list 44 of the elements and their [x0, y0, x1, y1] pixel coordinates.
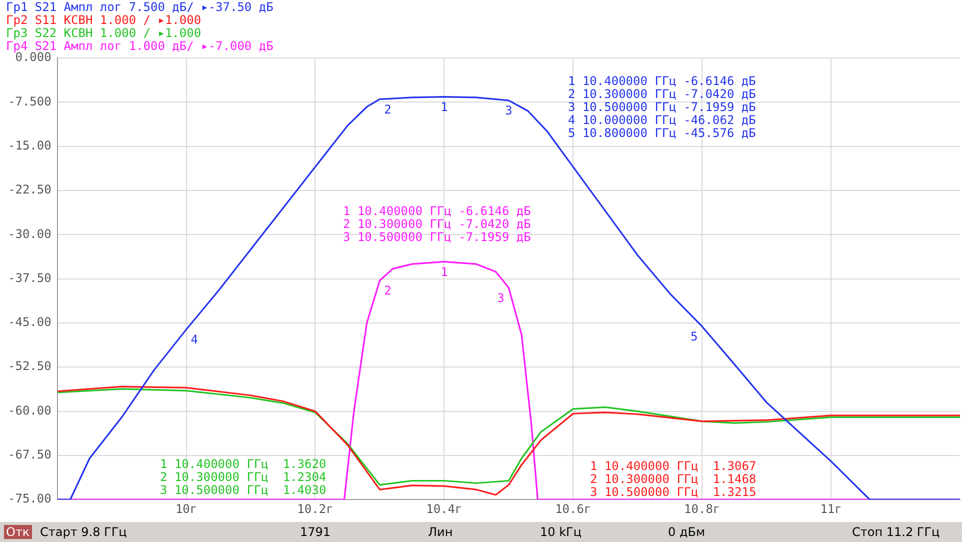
y-tick-label: 0.000: [15, 50, 52, 64]
annotation: 2: [384, 284, 392, 298]
annotation: 1 10.400000 ГГц 1.3067: [590, 459, 756, 474]
x-tick-label: 10.6г: [555, 502, 592, 516]
annotation: 3 10.500000 ГГц 1.4030: [160, 483, 326, 498]
annotation: 1: [440, 100, 448, 114]
text: Гр1 S21 Ампл лог 7.500 дБ/ ▸-37.50 дБ: [6, 0, 274, 14]
annotation: 3: [497, 290, 504, 305]
y-tick-label: -30.00: [8, 226, 52, 241]
status-bar: Отк Старт 9.8 ГГц 1791 Лин 10 kГц 0 дБм Стоп 11.2 ГГц: [0, 522, 962, 542]
annotation: 1 10.400000 ГГц 1.3620: [160, 457, 326, 472]
x-tick-label: 10.4г: [426, 502, 462, 516]
x-tick-label: 10.2г: [297, 502, 334, 516]
annotation: 2 10.300000 ГГц 1.1468: [590, 472, 756, 486]
annotation: 1 10.400000 ГГц -6.6146 дБ: [568, 74, 756, 88]
y-tick-label: -15.00: [8, 138, 52, 152]
x-tick-label: 11г: [820, 502, 842, 516]
annotation: 5: [690, 330, 698, 344]
y-tick-label: -45.00: [8, 315, 52, 330]
x-tick-label: 10г: [175, 502, 198, 516]
annotation: 1: [440, 264, 448, 279]
y-tick-label: -37.50: [8, 270, 52, 285]
y-tick-label: -67.50: [8, 448, 52, 462]
annotation: 1 10.400000 ГГц -6.6146 дБ: [343, 204, 531, 218]
text: Гр3 S22 КСВН 1.000 / ▸1.000: [6, 26, 202, 40]
y-tick-label: -75.00: [8, 492, 52, 506]
annotation: 3 10.500000 ГГц -7.1959 дБ: [568, 100, 756, 114]
annotation: 2: [384, 102, 392, 116]
y-tick-label: -7.500: [8, 94, 52, 108]
y-tick-label: -52.50: [8, 359, 52, 374]
text: Гр4 S21 Ампл лог 1.000 дБ/ ▸-7.000 дБ: [6, 39, 274, 53]
annotation: 5 10.800000 ГГц -45.576 дБ: [568, 126, 756, 140]
annotation: 4 10.000000 ГГц -46.062 дБ: [568, 113, 756, 128]
x-tick-label: 10.8г: [684, 502, 720, 516]
annotation: 2 10.300000 ГГц 1.2304: [160, 470, 326, 484]
annotation: 3 10.500000 ГГц -7.1959 дБ: [343, 230, 531, 244]
annotation: 3: [505, 104, 512, 118]
text: Гр2 S11 КСВН 1.000 / ▸1.000: [6, 13, 202, 27]
annotation: 3 10.500000 ГГц 1.3215: [590, 485, 756, 500]
annotation: 4: [190, 332, 198, 347]
y-tick-label: -60.00: [8, 403, 52, 418]
y-tick-label: -22.50: [8, 182, 52, 197]
annotation: 2 10.300000 ГГц -7.0420 дБ: [568, 87, 756, 102]
annotation: 2 10.300000 ГГц -7.0420 дБ: [343, 217, 531, 232]
